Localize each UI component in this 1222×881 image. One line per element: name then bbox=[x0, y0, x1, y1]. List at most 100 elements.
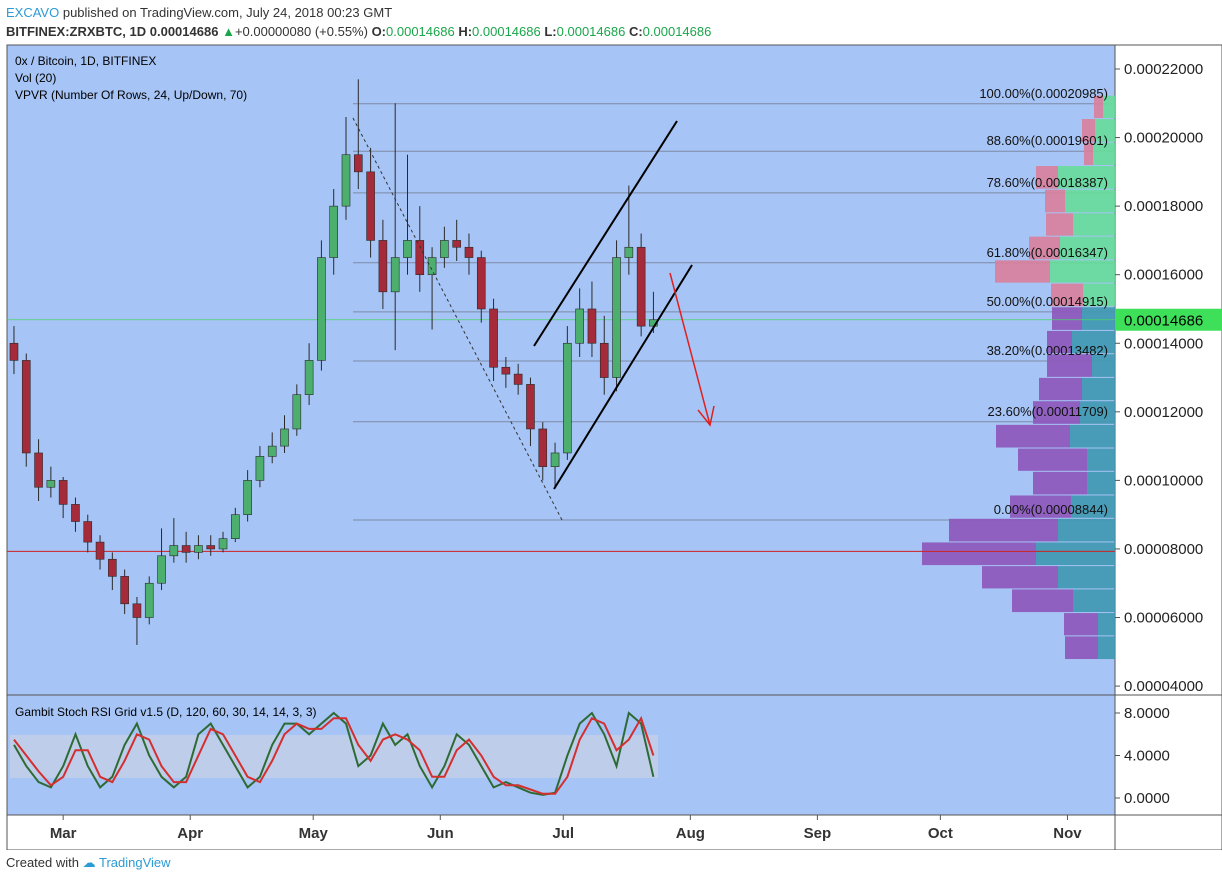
candle-body bbox=[440, 240, 449, 258]
candle-body bbox=[378, 240, 388, 293]
y-tick-label: 0.00018000 bbox=[1124, 198, 1203, 215]
footer: Created with ☁ TradingView bbox=[6, 855, 171, 871]
y-tick-label: 0.00006000 bbox=[1124, 610, 1203, 627]
candle-body bbox=[108, 558, 117, 577]
fib-label: 61.80%(0.00016347) bbox=[987, 245, 1108, 260]
vpvr-down bbox=[1010, 495, 1071, 518]
x-tick-label: Sep bbox=[804, 825, 832, 842]
vpvr-down bbox=[1036, 166, 1058, 189]
candle-body bbox=[599, 342, 609, 378]
candle-body bbox=[489, 308, 498, 368]
candle-body bbox=[292, 394, 302, 430]
candle-body bbox=[206, 545, 216, 550]
candle-body bbox=[144, 582, 154, 618]
price-tag bbox=[1115, 308, 1222, 331]
layers: 0.00004000 0.00006000 0.00008000 0.00010000… bbox=[7, 61, 1222, 842]
fib-label: 23.60%(0.00011709) bbox=[988, 404, 1108, 419]
channel-line bbox=[553, 264, 693, 490]
vpvr-down bbox=[1064, 613, 1098, 636]
y-tick-label: 0.00016000 bbox=[1124, 267, 1203, 284]
candle-body bbox=[157, 555, 166, 584]
vpvr-down bbox=[1033, 471, 1087, 495]
candle-body bbox=[95, 541, 105, 560]
ohlc-value: 0.00014686 bbox=[556, 24, 626, 39]
vpvr-up bbox=[1095, 119, 1115, 142]
header: EXCAVO published on TradingView.com, Jul… bbox=[6, 3, 711, 41]
vpvr-up bbox=[1082, 307, 1115, 330]
channel-line bbox=[533, 120, 678, 347]
candle-body bbox=[403, 240, 412, 258]
symbol-line: BITFINEX:ZRXBTC, 1D 0.00014686 ▲+0.00000… bbox=[6, 22, 711, 41]
ohlc-key: O: bbox=[371, 24, 387, 39]
vpvr-up bbox=[1058, 166, 1115, 189]
vpvr-up bbox=[1072, 330, 1115, 354]
ohlc-key: C: bbox=[628, 24, 643, 39]
vpvr-down bbox=[1033, 401, 1080, 424]
vpvr-up bbox=[1058, 518, 1115, 542]
x-tick-label: Nov bbox=[1053, 825, 1082, 842]
vpvr-down bbox=[1039, 377, 1082, 401]
time-axis-background bbox=[7, 815, 1115, 850]
published: published on TradingView.com, July 24, 2… bbox=[62, 5, 393, 20]
candle-body bbox=[341, 154, 351, 207]
vpvr-down bbox=[996, 424, 1070, 448]
footer-brand[interactable]: TradingView bbox=[99, 855, 171, 870]
candle-body bbox=[83, 521, 93, 543]
brand[interactable]: EXCAVO bbox=[6, 5, 60, 20]
x-tick-label: Oct bbox=[928, 825, 953, 842]
vpvr-down bbox=[1094, 95, 1103, 119]
vpvr-down bbox=[995, 260, 1050, 283]
candle-body bbox=[550, 452, 560, 467]
y-tick-label: 8.0000 bbox=[1124, 705, 1170, 722]
candle-body bbox=[181, 545, 191, 553]
fib-label: 88.60%(0.00019601) bbox=[987, 133, 1108, 148]
candle-body bbox=[255, 456, 265, 481]
x-tick-label: Aug bbox=[676, 825, 705, 842]
vpvr-down bbox=[1012, 589, 1073, 613]
price: 0.00014686 bbox=[149, 24, 219, 39]
candle-body bbox=[329, 205, 339, 258]
y-tick-label: 0.00012000 bbox=[1124, 404, 1203, 421]
fib-label: 100.00%(0.00020985) bbox=[979, 86, 1108, 101]
candle-body bbox=[71, 504, 80, 522]
vpvr-up bbox=[1103, 95, 1115, 119]
vpvr-down bbox=[1082, 119, 1095, 142]
candle-body bbox=[636, 246, 646, 327]
vpvr-down bbox=[949, 518, 1058, 542]
candle-body bbox=[46, 480, 56, 488]
x-tick-label: May bbox=[299, 825, 329, 842]
x-tick-label: Jun bbox=[427, 825, 454, 842]
plot-background bbox=[7, 45, 1115, 815]
x-tick-label: Apr bbox=[177, 825, 203, 842]
candle-body bbox=[427, 257, 437, 275]
candle-body bbox=[120, 576, 129, 605]
symbol: BITFINEX:ZRXBTC, 1D bbox=[6, 24, 147, 39]
x-tick-label: Mar bbox=[50, 825, 77, 842]
vpvr-down bbox=[922, 542, 1036, 566]
stoch-grid-band bbox=[10, 735, 658, 778]
vpvr-up bbox=[1071, 495, 1115, 518]
candle-body bbox=[9, 342, 19, 361]
candle-body bbox=[501, 366, 511, 375]
candle-body bbox=[243, 480, 252, 515]
indicator-label: Gambit Stoch RSI Grid v1.5 (D, 120, 60, … bbox=[15, 705, 316, 719]
candle-body bbox=[231, 514, 240, 539]
indicator-label: Vol (20) bbox=[15, 71, 56, 85]
ohlc-value: 0.00014686 bbox=[472, 24, 541, 39]
arrow-head bbox=[697, 405, 715, 427]
vpvr-down bbox=[1047, 330, 1072, 354]
price-tag-label: 0.00014686 bbox=[1124, 313, 1203, 330]
candle-body bbox=[476, 257, 486, 310]
candle-body bbox=[169, 545, 179, 557]
vpvr-up bbox=[1065, 189, 1115, 213]
candle-body bbox=[218, 538, 228, 550]
ohlc-value: 0.00014686 bbox=[386, 24, 455, 39]
y-tick-label: 0.00014000 bbox=[1124, 335, 1203, 352]
vpvr-down bbox=[1065, 636, 1098, 660]
fib-label: 78.60%(0.00018387) bbox=[987, 175, 1108, 190]
candle-body bbox=[304, 360, 314, 395]
up-arrow: ▲ bbox=[222, 24, 235, 39]
stoch-line bbox=[13, 715, 655, 795]
candle-body bbox=[513, 373, 523, 385]
